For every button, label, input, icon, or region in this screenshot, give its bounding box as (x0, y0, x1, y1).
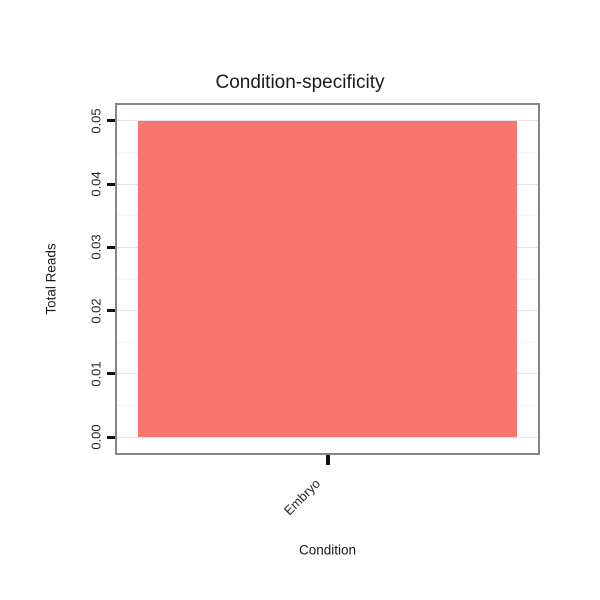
y-axis-tick (107, 245, 115, 249)
y-tick-label: 0.05 (88, 108, 104, 134)
plot-panel: Embryo Total Reads Condition 0.00 0.01 0.0… (44, 103, 540, 558)
y-axis-title: Total Reads (43, 243, 59, 315)
y-axis-tick (107, 119, 115, 123)
x-axis-tick (325, 455, 330, 465)
y-axis-tick (107, 309, 115, 313)
y-tick-label: 0.03 (88, 234, 104, 261)
x-tick-label: Embryo (280, 475, 323, 519)
y-tick-label: 0.01 (88, 361, 104, 387)
y-tick-label: 0.02 (88, 297, 104, 324)
x-axis-title: Condition (298, 542, 357, 558)
y-tick-label: 0.04 (88, 171, 104, 197)
y-tick-label: 0.00 (88, 424, 104, 450)
y-axis-tick (107, 372, 115, 376)
bar-embryo (138, 120, 517, 438)
y-axis-tick (107, 182, 115, 186)
chart-title: Condition-specificity (215, 72, 385, 93)
y-axis-tick (107, 435, 115, 439)
major-gridline (117, 436, 538, 438)
